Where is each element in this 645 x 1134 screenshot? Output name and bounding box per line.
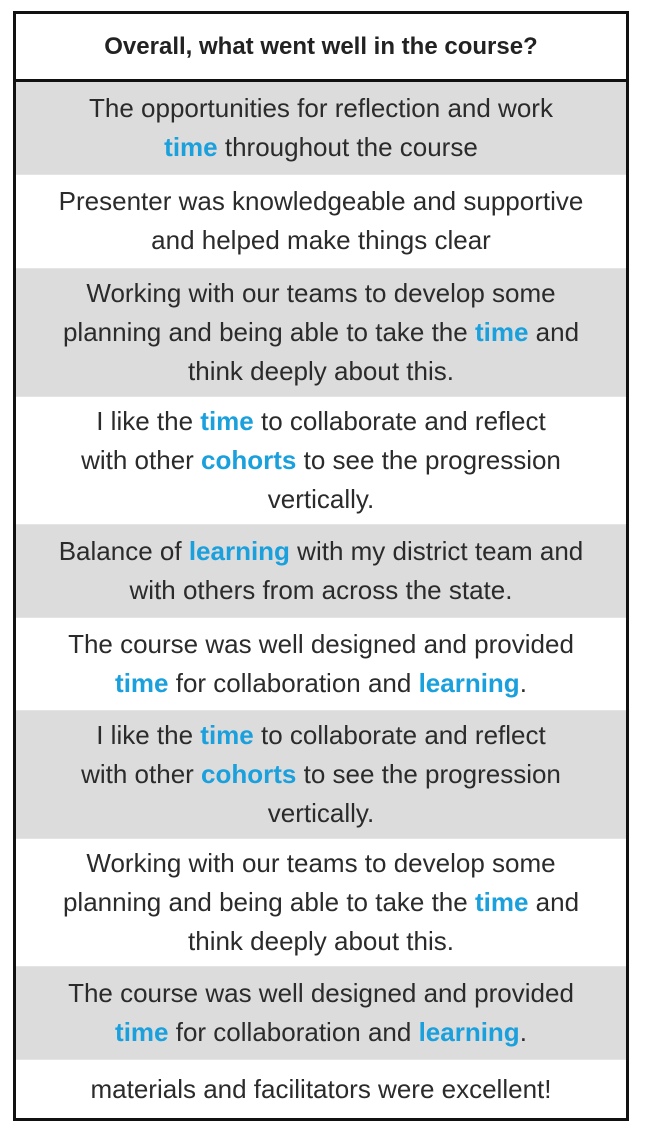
response-row: I like the time to collaborate and refle…	[16, 397, 626, 525]
text-segment: think deeply about this.	[188, 355, 454, 386]
response-text: The course was well designed and provide…	[68, 974, 574, 1052]
text-segment: and	[528, 316, 580, 347]
response-line: The course was well designed and provide…	[68, 625, 574, 664]
text-segment: vertically.	[267, 483, 375, 514]
text-segment: I like the	[96, 720, 201, 751]
response-text: I like the time to collaborate and refle…	[81, 716, 561, 833]
response-text: I like the time to collaborate and refle…	[81, 402, 561, 519]
responses-list: The opportunities for reflection and wor…	[16, 82, 626, 1118]
keyword-highlight: time	[115, 1017, 169, 1048]
response-row: Working with our teams to develop some pl…	[16, 839, 626, 967]
text-segment: .	[519, 667, 527, 698]
table-title: Overall, what went well in the course?	[16, 14, 626, 82]
text-segment: Presenter was knowledgeable and supporti…	[58, 186, 584, 217]
response-row: Balance of learning with my district tea…	[16, 524, 626, 618]
response-line: Working with our teams to develop some	[63, 274, 579, 313]
keyword-highlight: time	[200, 720, 254, 751]
response-text: Working with our teams to develop some pl…	[63, 274, 579, 391]
response-line: Working with our teams to develop some	[63, 844, 579, 883]
text-segment: .	[519, 1017, 527, 1048]
response-line: The opportunities for reflection and wor…	[89, 89, 553, 128]
response-text: Working with our teams to develop some pl…	[63, 844, 579, 961]
text-segment: Working with our teams to develop some	[86, 848, 556, 879]
text-segment: vertically.	[267, 798, 375, 829]
text-segment: with others from across the state.	[129, 574, 513, 605]
response-row: The course was well designed and provide…	[16, 967, 626, 1061]
keyword-highlight: learning	[418, 1017, 520, 1048]
response-line: planning and being able to take the time…	[63, 313, 579, 352]
response-line: Presenter was knowledgeable and supporti…	[59, 182, 584, 221]
response-text: The course was well designed and provide…	[68, 625, 574, 703]
response-row: The opportunities for reflection and wor…	[16, 82, 626, 176]
response-line: vertically.	[81, 794, 561, 833]
text-segment: to collaborate and reflect	[253, 720, 546, 751]
response-line: with other cohorts to see the progressio…	[81, 755, 561, 794]
response-line: I like the time to collaborate and refle…	[81, 402, 561, 441]
response-line: time for collaboration and learning.	[68, 1013, 574, 1052]
response-line: with other cohorts to see the progressio…	[81, 441, 561, 480]
text-segment: with other	[81, 759, 202, 790]
response-row: Working with our teams to develop some pl…	[16, 268, 626, 397]
response-line: materials and facilitators were excellen…	[91, 1070, 552, 1109]
text-segment: The course was well designed and provide…	[68, 978, 574, 1009]
response-line: think deeply about this.	[63, 352, 579, 391]
response-line: time for collaboration and learning.	[68, 664, 574, 703]
response-row: The course was well designed and provide…	[16, 618, 626, 712]
keyword-highlight: learning	[418, 667, 520, 698]
text-segment: planning and being able to take the	[62, 316, 475, 347]
response-row: Presenter was knowledgeable and supporti…	[16, 175, 626, 269]
response-text: The opportunities for reflection and wor…	[89, 89, 553, 167]
keyword-highlight: time	[164, 132, 218, 163]
response-line: and helped make things clear	[59, 221, 584, 260]
response-line: Balance of learning with my district tea…	[59, 532, 584, 571]
keyword-highlight: learning	[188, 535, 290, 566]
text-segment: Balance of	[58, 535, 189, 566]
response-row: I like the time to collaborate and refle…	[16, 711, 626, 840]
text-segment: The course was well designed and provide…	[68, 628, 574, 659]
text-segment: The opportunities for reflection and wor…	[89, 93, 553, 124]
text-segment: to collaborate and reflect	[253, 405, 546, 436]
response-text: materials and facilitators were excellen…	[91, 1070, 552, 1109]
text-segment: for collaboration and	[168, 667, 419, 698]
keyword-highlight: cohorts	[201, 759, 297, 790]
response-line: with others from across the state.	[59, 571, 584, 610]
response-text: Presenter was knowledgeable and supporti…	[59, 182, 584, 260]
keyword-highlight: cohorts	[201, 444, 297, 475]
text-segment: throughout the course	[217, 132, 478, 163]
text-segment: think deeply about this.	[188, 926, 454, 957]
response-line: vertically.	[81, 480, 561, 519]
text-segment: materials and facilitators were excellen…	[90, 1073, 552, 1104]
response-row: materials and facilitators were excellen…	[16, 1060, 626, 1118]
response-line: planning and being able to take the time…	[63, 883, 579, 922]
keyword-highlight: time	[474, 887, 529, 918]
text-segment: and	[528, 887, 580, 918]
text-segment: for collaboration and	[168, 1017, 419, 1048]
text-segment: to see the progression	[296, 444, 561, 475]
text-segment: Working with our teams to develop some	[86, 277, 556, 308]
response-line: think deeply about this.	[63, 922, 579, 961]
text-segment: and helped make things clear	[151, 225, 491, 256]
text-segment: to see the progression	[296, 759, 561, 790]
keyword-highlight: time	[474, 316, 529, 347]
responses-table: Overall, what went well in the course? T…	[13, 11, 629, 1121]
response-line: time throughout the course	[89, 128, 553, 167]
response-line: The course was well designed and provide…	[68, 974, 574, 1013]
keyword-highlight: time	[115, 667, 169, 698]
text-segment: with other	[81, 444, 202, 475]
keyword-highlight: time	[200, 405, 254, 436]
text-segment: planning and being able to take the	[62, 887, 475, 918]
response-line: I like the time to collaborate and refle…	[81, 716, 561, 755]
text-segment: with my district team and	[289, 535, 584, 566]
text-segment: I like the	[96, 405, 201, 436]
response-text: Balance of learning with my district tea…	[59, 532, 584, 610]
